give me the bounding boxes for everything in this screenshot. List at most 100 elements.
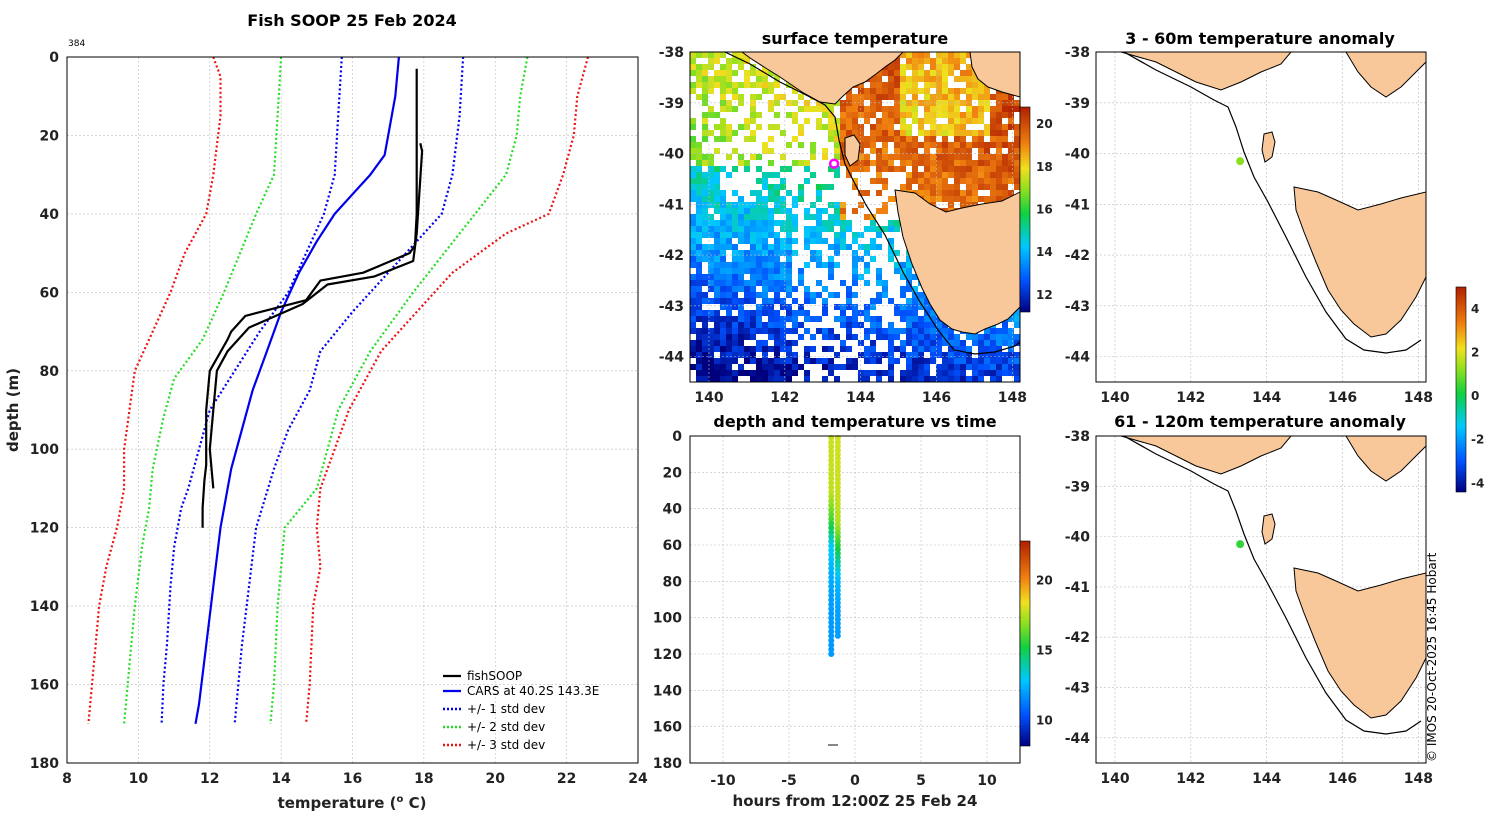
sst-pixel: [696, 208, 702, 214]
anomaly-deep-grid: [1096, 436, 1426, 763]
anomaly-shallow-x-tick: 142: [1176, 390, 1205, 406]
sst-pixel: [954, 94, 960, 100]
sst-pixel: [690, 340, 696, 346]
sst-pixel: [936, 76, 942, 82]
sst-pixel: [1002, 130, 1008, 136]
sst-pixel: [732, 208, 738, 214]
sst-pixel: [1002, 106, 1008, 112]
sst-pixel: [888, 352, 894, 358]
sst-pixel: [774, 292, 780, 298]
sst-pixel: [936, 106, 942, 112]
sst-pixel: [744, 292, 750, 298]
time-y-tick: 120: [653, 647, 682, 663]
time-scatter-points: [828, 434, 841, 657]
sst-pixel: [816, 316, 822, 322]
time-point: [834, 484, 841, 491]
sst-pixel: [870, 88, 876, 94]
sst-pixel: [912, 118, 918, 124]
sst-pixel: [900, 376, 906, 382]
sst-pixel: [828, 184, 834, 190]
sst-pixel: [738, 220, 744, 226]
sst-pixel: [930, 376, 936, 382]
sst-pixel: [732, 328, 738, 334]
sst-pixel: [930, 64, 936, 70]
sst-pixel: [948, 370, 954, 376]
sst-pixel: [876, 316, 882, 322]
sst-pixel: [900, 346, 906, 352]
sst-pixel: [732, 106, 738, 112]
sst-pixel: [702, 70, 708, 76]
sst-pixel: [690, 118, 696, 124]
sst-pixel: [720, 274, 726, 280]
sst-pixel: [708, 244, 714, 250]
sst-pixel: [792, 196, 798, 202]
sst-pixel: [906, 64, 912, 70]
sst-pixel: [744, 136, 750, 142]
sst-pixel: [804, 310, 810, 316]
sst-pixel: [708, 310, 714, 316]
sst-pixel: [972, 334, 978, 340]
sst-pixel: [870, 106, 876, 112]
sst-pixel: [762, 376, 768, 382]
sst-pixel: [858, 100, 864, 106]
sst-pixel: [870, 346, 876, 352]
sst-pixel: [732, 370, 738, 376]
time-title: depth and temperature vs time: [713, 412, 996, 431]
sst-pixel: [960, 160, 966, 166]
sst-pixel: [738, 346, 744, 352]
sst-x-ticks: 140 142 144 146 148: [694, 390, 1027, 406]
sst-pixel: [696, 214, 702, 220]
sst-pixel: [924, 148, 930, 154]
sst-pixel: [690, 286, 696, 292]
sst-pixel: [774, 286, 780, 292]
sst-pixel: [780, 238, 786, 244]
sst-pixel: [870, 130, 876, 136]
sst-pixel: [900, 166, 906, 172]
sst-pixel: [798, 124, 804, 130]
sst-pixel: [858, 244, 864, 250]
sst-pixel: [696, 268, 702, 274]
sst-pixel: [864, 370, 870, 376]
sst-pixel: [1014, 160, 1020, 166]
sst-pixel: [744, 352, 750, 358]
sst-pixel: [816, 124, 822, 130]
sst-pixel: [750, 208, 756, 214]
profile-x-ticks: 8 10 12 14 16 18 20 22 24: [62, 771, 648, 787]
sst-pixel: [954, 190, 960, 196]
sst-pixel: [708, 262, 714, 268]
sst-pixel: [756, 112, 762, 118]
sst-pixel: [750, 226, 756, 232]
sst-pixel: [864, 346, 870, 352]
sst-pixel: [840, 142, 846, 148]
sst-pixel: [858, 112, 864, 118]
sst-pixel: [780, 202, 786, 208]
sst-pixel: [774, 100, 780, 106]
sst-pixel: [744, 160, 750, 166]
sst-pixel: [858, 142, 864, 148]
sst-pixel: [966, 142, 972, 148]
sst-pixel: [912, 340, 918, 346]
time-point: [828, 565, 835, 572]
sst-pixel: [852, 238, 858, 244]
sst-pixel: [930, 130, 936, 136]
sst-pixel: [732, 70, 738, 76]
sst-pixel: [750, 232, 756, 238]
sst-pixel: [846, 100, 852, 106]
sst-pixel: [714, 172, 720, 178]
sst-pixel: [990, 340, 996, 346]
sst-pixel: [912, 58, 918, 64]
profile-y-tick: 40: [40, 207, 60, 223]
sst-pixel: [912, 106, 918, 112]
time-x-tick: 10: [977, 773, 997, 789]
sst-pixel: [846, 358, 852, 364]
anomaly-shallow-x-tick: 146: [1328, 390, 1357, 406]
sst-pixel: [798, 130, 804, 136]
sst-pixel: [930, 166, 936, 172]
sst-pixel: [858, 124, 864, 130]
sst-pixel: [1008, 178, 1014, 184]
anomaly-colorbar-tick: -2: [1471, 433, 1484, 447]
sst-pixel: [726, 226, 732, 232]
sst-pixel: [846, 220, 852, 226]
sst-pixel: [918, 358, 924, 364]
sst-pixel: [864, 316, 870, 322]
